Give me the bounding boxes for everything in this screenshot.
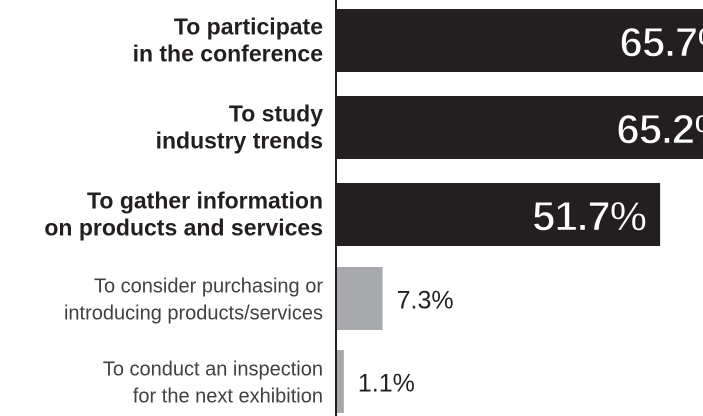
category-label-line: To consider purchasing or (94, 276, 323, 298)
category-label-line: To gather information (87, 188, 323, 214)
data-label: 65.2% (616, 106, 703, 153)
category-label: To conduct an inspection for the next exh… (103, 359, 323, 408)
category-label: To participate in the conference (133, 14, 323, 67)
category-label-line: To study (229, 101, 323, 127)
bar (337, 350, 344, 413)
category-label: To consider purchasing or introducing pro… (64, 276, 323, 325)
category-label-line: on products and services (44, 215, 323, 241)
category-label-line: in the conference (133, 41, 323, 67)
bar (337, 9, 703, 72)
data-label: 51.7% (532, 193, 647, 240)
data-label: 65.7% (620, 19, 703, 66)
bar (337, 267, 383, 330)
category-label-line: introducing products/services (64, 303, 323, 325)
category-label-line: industry trends (156, 128, 323, 154)
data-label: 7.3% (397, 287, 454, 315)
bar (337, 96, 703, 159)
category-label-line: To participate (174, 14, 323, 40)
category-label: To study industry trends (156, 101, 324, 154)
category-label-line: for the next exhibition (133, 386, 323, 408)
category-label: To gather information on products and ser… (44, 188, 323, 241)
data-label: 1.1% (358, 370, 415, 398)
bar (337, 183, 661, 246)
category-label-line: To conduct an inspection (103, 359, 323, 381)
